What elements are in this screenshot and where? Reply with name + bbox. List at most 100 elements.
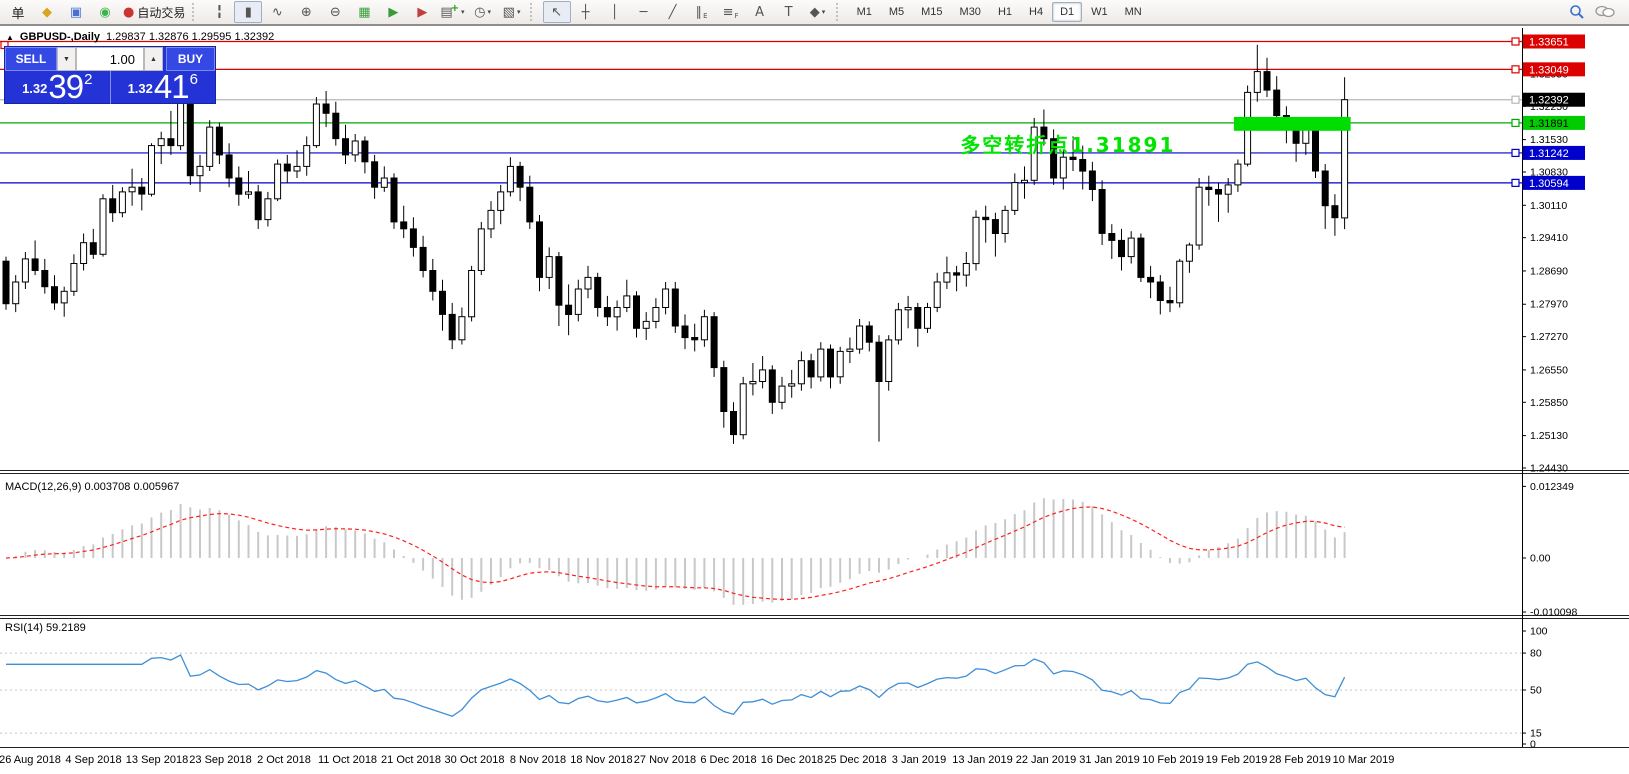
price-tick-label: 1.27970 [1530, 299, 1568, 311]
zoom-in-icon[interactable]: ⊕ [300, 4, 312, 20]
date-label: 30 Oct 2018 [445, 754, 505, 766]
auto-scroll-icon[interactable]: ▶ [388, 4, 399, 20]
text-icon[interactable]: A [755, 4, 765, 20]
date-label: 2 Oct 2018 [257, 754, 311, 766]
timeframe-mn[interactable]: MN [1124, 6, 1142, 18]
rsi-axis-label: 0 [1530, 739, 1536, 751]
autotrading-icon[interactable]: ● 自动交易 [123, 4, 186, 20]
pivot-annotation-text[interactable]: 多空转折点1.31891 [960, 133, 1176, 158]
timeframe-m5[interactable]: M5 [888, 6, 905, 18]
level-axis-marker[interactable] [1511, 65, 1520, 74]
rsi-axis-label: 80 [1530, 648, 1542, 660]
chart-object-icon[interactable]: ◆ [42, 4, 52, 20]
horizontal-line-icon[interactable]: ─ [639, 4, 648, 20]
price-badge-label: 1.30594 [1529, 178, 1569, 190]
macd-axis-label: -0.010098 [1530, 607, 1577, 619]
rsi-axis-label: 100 [1530, 626, 1548, 638]
toolbar: 单 ◆ ▣ ◉ ● 自动交易 ╏ ▮ ∿ ⊕ ⊖ ▦ ▶ ▶ ▤ + ▾ ◷ ▾ ▧ ▾ ↖ ┼ │ ─ ╱ ∥ E ≡ F A T ◆ ▾ M1 M… [0, 0, 1629, 26]
level-axis-marker[interactable] [1511, 178, 1520, 187]
date-label: 22 Jan 2019 [1016, 754, 1077, 766]
buy-button[interactable]: BUY [166, 47, 215, 71]
chat-icon[interactable] [1595, 4, 1615, 20]
buy-price[interactable]: 1.32 41 6 [111, 68, 216, 105]
trendline-icon[interactable]: ╱ [668, 4, 677, 20]
text-label-icon[interactable]: T [784, 4, 793, 20]
price-tick-label: 1.31530 [1530, 134, 1568, 146]
volume-decrease-button[interactable]: ▼ [57, 47, 76, 71]
toolbar-grip [529, 3, 539, 21]
templates-icon[interactable]: ▤ + ▾ [440, 2, 465, 20]
macd-signal-line [5, 506, 1345, 601]
rsi-indicator-label: RSI(14) 59.2189 [5, 622, 86, 634]
timeframe-h4[interactable]: H4 [1029, 6, 1044, 18]
search-icon[interactable] [1569, 4, 1585, 20]
level-axis-marker[interactable] [1511, 118, 1520, 128]
supply-zone-rectangle[interactable] [1233, 116, 1351, 131]
volume-field[interactable]: 1.00 [76, 47, 144, 71]
trade-panel-top-row: SELL ▼ 1.00 ▲ BUY [5, 47, 215, 71]
crosshair-icon[interactable]: ┼ [581, 4, 590, 20]
order-ticket-icon[interactable]: 单 [11, 6, 25, 22]
date-label: 13 Sep 2018 [126, 754, 188, 766]
date-label: 8 Nov 2018 [510, 754, 566, 766]
fibonacci-icon[interactable]: ≡ F [722, 4, 739, 20]
chart-canvas: 1.329501.322501.315301.308301.301101.294… [0, 28, 1629, 766]
macd-indicator-label: MACD(12,26,9) 0.003708 0.005967 [5, 481, 180, 493]
date-label: 21 Oct 2018 [381, 754, 441, 766]
date-label: 23 Sep 2018 [189, 754, 251, 766]
sell-price[interactable]: 1.32 39 2 [5, 68, 111, 105]
date-label: 26 Aug 2018 [0, 754, 61, 766]
candlestick-chart-icon[interactable]: ▮ [234, 1, 263, 23]
level-axis-marker[interactable] [1511, 37, 1520, 46]
volume-increase-button[interactable]: ▲ [144, 47, 163, 71]
price-tick-label: 1.24430 [1530, 462, 1568, 474]
market-window-icon[interactable]: ▣ [69, 4, 83, 20]
date-label: 11 Oct 2018 [318, 754, 377, 766]
period-icon[interactable]: ◷ ▾ [474, 4, 491, 20]
channel-icon[interactable]: ∥ E [695, 4, 708, 20]
price-badge-1.32392 [1523, 92, 1585, 107]
timeframe-m15[interactable]: M15 [921, 6, 943, 18]
timeframe-d1[interactable]: D1 [1052, 2, 1083, 22]
price-tick-label: 1.27270 [1530, 331, 1568, 343]
timeframe-m1[interactable]: M1 [856, 6, 872, 18]
vertical-line-icon[interactable]: │ [610, 4, 619, 20]
buy-price-big: 41 [153, 68, 190, 105]
signal-icon[interactable]: ◉ [99, 4, 111, 20]
price-tick-label: 1.30110 [1530, 200, 1567, 212]
arrows-icon[interactable]: ◆ ▾ [809, 4, 826, 20]
zoom-out-icon[interactable]: ⊖ [329, 4, 341, 20]
level-axis-marker[interactable] [1511, 148, 1520, 158]
indicators-icon[interactable]: ▧ ▾ [502, 4, 521, 20]
price-badge-1.31242 [1523, 145, 1585, 160]
level-axis-marker[interactable] [1511, 95, 1520, 104]
date-label: 28 Feb 2019 [1269, 754, 1331, 766]
sell-price-big: 39 [48, 68, 84, 105]
sell-price-prefix: 1.32 [22, 81, 48, 96]
date-label: 6 Dec 2018 [700, 754, 756, 766]
sell-button[interactable]: SELL [5, 47, 57, 71]
cursor-icon[interactable]: ↖ [542, 1, 571, 23]
rsi-line [6, 654, 1346, 718]
price-tick-label: 1.25850 [1530, 397, 1568, 409]
price-badge-label: 1.33651 [1529, 37, 1569, 49]
trade-panel-prices: 1.32 39 2 1.32 41 6 [5, 68, 216, 105]
window-collapse-icon[interactable]: ▲ [6, 32, 14, 42]
date-label: 18 Nov 2018 [570, 754, 632, 766]
chart-title: ▲ GBPUSD-,Daily 1.29837 1.32876 1.29595 … [6, 31, 274, 43]
timeframe-w1[interactable]: W1 [1091, 6, 1108, 18]
line-chart-icon[interactable]: ∿ [271, 4, 283, 20]
tile-windows-icon[interactable]: ▦ [358, 4, 371, 20]
bar-chart-icon[interactable]: ╏ [215, 4, 224, 20]
macd-histogram [14, 498, 1346, 605]
price-tick-label: 1.29410 [1530, 232, 1568, 244]
timeframe-m30[interactable]: M30 [959, 6, 981, 18]
date-label: 31 Jan 2019 [1079, 754, 1140, 766]
price-badge-label: 1.32392 [1529, 95, 1569, 107]
ohlc-readout: 1.29837 1.32876 1.29595 1.32392 [106, 31, 275, 43]
timeframe-h1[interactable]: H1 [997, 6, 1012, 18]
price-badge-1.33049 [1523, 62, 1585, 77]
chart-shift-icon[interactable]: ▶ [417, 4, 428, 20]
price-tick-label: 1.25130 [1530, 430, 1568, 442]
